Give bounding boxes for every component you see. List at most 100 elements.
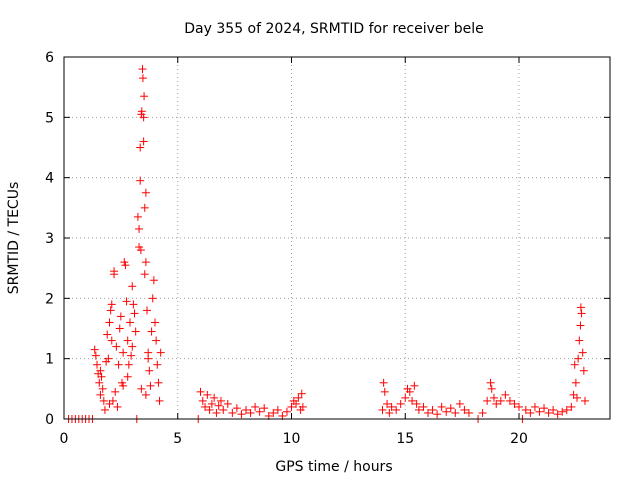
data-point xyxy=(138,65,147,74)
data-point xyxy=(553,410,562,419)
data-point xyxy=(205,405,214,414)
data-point xyxy=(127,351,136,360)
data-point xyxy=(483,396,492,405)
data-point xyxy=(501,390,510,399)
data-point xyxy=(464,408,473,417)
data-point xyxy=(287,402,296,411)
x-tick-labels: 0 5 10 15 20 xyxy=(60,431,528,447)
data-point xyxy=(110,270,119,279)
plot-frame xyxy=(63,56,611,420)
data-point xyxy=(424,408,432,417)
data-point xyxy=(212,408,221,417)
data-point xyxy=(294,393,303,402)
data-point xyxy=(282,407,291,416)
data-point xyxy=(100,405,109,414)
data-point xyxy=(549,405,558,414)
data-point xyxy=(139,113,148,122)
data-point xyxy=(91,351,100,360)
data-point xyxy=(133,212,142,221)
data-point xyxy=(111,387,120,396)
data-point xyxy=(396,399,405,408)
data-point xyxy=(530,402,539,411)
data-point xyxy=(147,327,156,336)
data-point xyxy=(446,404,455,413)
data-point xyxy=(139,137,148,146)
data-point xyxy=(92,360,101,369)
data-point xyxy=(107,336,116,345)
data-point xyxy=(140,92,149,101)
data-point xyxy=(385,408,394,417)
data-point xyxy=(131,327,140,336)
data-point xyxy=(141,390,150,399)
data-point xyxy=(515,402,523,411)
data-point xyxy=(146,381,155,390)
data-point xyxy=(412,399,421,408)
data-point xyxy=(521,405,530,414)
data-point xyxy=(408,396,417,405)
data-point xyxy=(137,107,146,116)
data-point xyxy=(405,387,414,396)
data-point xyxy=(223,399,232,408)
data-point xyxy=(567,402,576,411)
data-point xyxy=(99,396,108,405)
data-point xyxy=(255,407,264,416)
data-point xyxy=(125,318,134,327)
data-point xyxy=(201,402,210,411)
data-point xyxy=(145,366,154,375)
data-point xyxy=(216,396,225,405)
data-point xyxy=(135,224,144,233)
chart-title: Day 355 of 2024, SRMTID for receiver bel… xyxy=(184,21,483,37)
x-tick-label: 0 xyxy=(60,431,69,447)
data-point xyxy=(579,366,588,375)
data-point xyxy=(242,405,250,414)
data-point xyxy=(496,396,505,405)
data-point xyxy=(149,276,158,285)
data-point xyxy=(437,402,446,411)
data-point xyxy=(114,360,123,369)
data-point xyxy=(119,381,128,390)
data-point xyxy=(151,318,159,327)
data-point xyxy=(577,309,586,318)
data-point xyxy=(273,405,282,414)
data-point xyxy=(237,410,246,419)
data-point xyxy=(90,345,99,354)
data-point xyxy=(107,300,116,309)
x-tick-label: 20 xyxy=(510,431,528,447)
data-point xyxy=(122,297,131,306)
data-point xyxy=(137,384,146,393)
y-tick-label: 6 xyxy=(45,50,54,66)
data-point xyxy=(260,404,269,413)
data-point xyxy=(136,246,145,255)
data-point xyxy=(433,410,442,419)
data-point xyxy=(106,306,115,315)
data-point xyxy=(575,336,584,345)
data-point xyxy=(570,360,579,369)
data-point xyxy=(152,336,161,345)
data-point xyxy=(144,354,153,363)
data-point xyxy=(121,261,130,270)
data-point xyxy=(95,378,104,387)
data-point xyxy=(573,393,582,402)
data-point xyxy=(478,408,487,417)
data-point xyxy=(104,354,113,363)
data-point xyxy=(130,309,139,318)
x-axis-label: GPS time / hours xyxy=(275,459,392,475)
data-point xyxy=(148,294,157,303)
y-tick-label: 4 xyxy=(45,171,54,187)
y-tick-label: 0 xyxy=(45,412,54,428)
x-tick-label: 10 xyxy=(283,431,301,447)
data-point xyxy=(123,372,132,381)
data-point xyxy=(297,389,306,398)
data-point xyxy=(562,405,571,414)
data-point xyxy=(116,312,125,321)
y-axis-label: SRMTID / TECUs xyxy=(6,182,22,295)
data-point xyxy=(96,390,105,399)
data-point xyxy=(251,402,260,411)
data-point xyxy=(119,348,128,357)
y-tick-labels: 0 1 2 3 4 5 6 xyxy=(45,50,54,428)
data-point xyxy=(451,408,460,417)
data-point xyxy=(113,402,122,411)
data-point xyxy=(228,408,237,417)
data-point xyxy=(154,378,163,387)
